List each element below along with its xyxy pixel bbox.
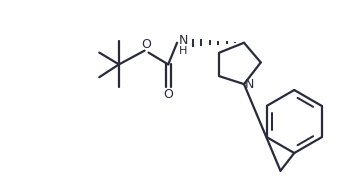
Text: O: O (142, 38, 151, 51)
Text: N: N (245, 78, 254, 91)
Text: H: H (179, 46, 187, 56)
Text: O: O (163, 88, 173, 101)
Text: N: N (178, 34, 188, 47)
